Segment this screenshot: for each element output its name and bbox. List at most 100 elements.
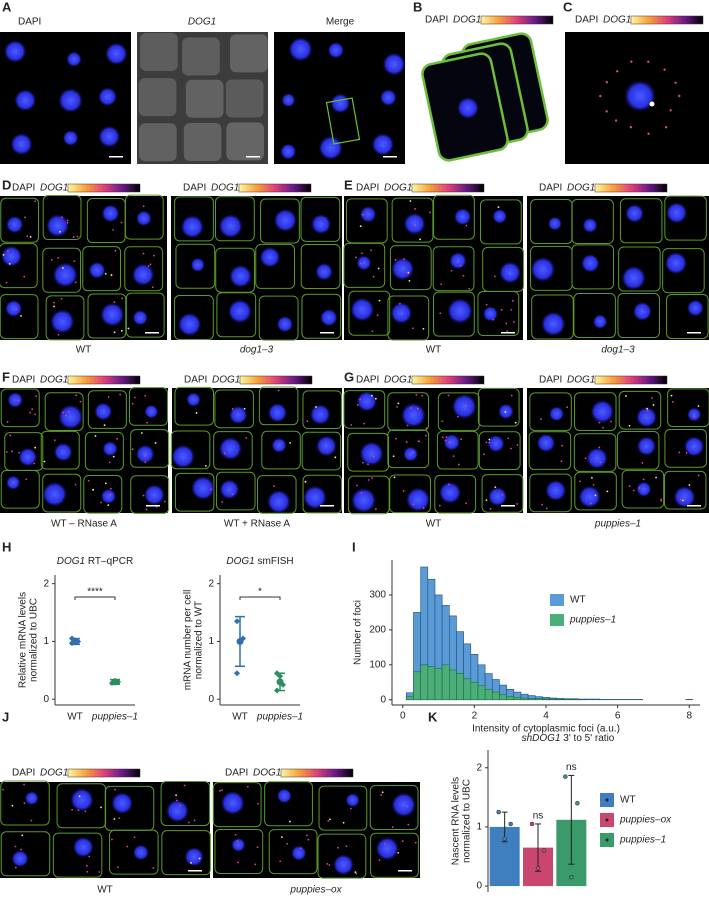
y-tick-label: 1 [43,636,49,647]
micrograph [171,196,342,341]
rna-focus [154,442,157,444]
nucleus [686,299,704,317]
rna-focus [131,402,134,405]
rna-focus [359,225,362,228]
rna-focus [505,322,508,325]
rna-focus [5,281,8,284]
histogram-bar [456,673,464,701]
rna-focus [610,420,612,423]
cell-outline [160,780,211,826]
y-tick-label: 2 [43,578,49,589]
legend-dot [605,798,609,802]
nucleus [673,485,696,509]
rna-focus [84,810,87,813]
rna-focus [327,820,330,822]
rna-focus [361,252,363,255]
caption: WT + RNase A [224,519,291,530]
rna-focus [411,327,414,330]
channel-label: DOG1 [40,375,68,386]
rna-focus [594,494,597,497]
colorbar [594,375,668,385]
mean-point [71,637,79,645]
x-tick-label: 4 [543,711,549,722]
rna-focus [592,483,595,486]
rna-focus [578,480,581,483]
cell-outline [215,196,255,242]
panel-letter: E [344,177,353,192]
rna-focus [492,318,495,321]
rna-focus [146,421,148,424]
rna-focus [74,483,77,486]
cell [138,78,177,117]
rna-focus [394,258,397,261]
rna-focus [516,503,519,505]
rna-focus [145,508,148,511]
cell [229,34,268,73]
channel-label: DAPI [425,15,448,26]
rna-focus [221,789,223,792]
nucleus [100,302,125,327]
cell-outline [618,390,662,430]
nucleus [273,208,298,233]
rna-focus [127,327,130,330]
nucleus [590,399,615,424]
rna-focus [142,494,145,497]
rna-focus [104,272,107,275]
rna-focus [9,434,12,437]
nucleus [94,402,113,421]
nucleus [102,441,118,457]
y-tick-label: 200 [369,625,386,636]
rna-focus [566,406,569,409]
rna-focus [409,200,412,202]
cell-outline [214,829,264,875]
scale-bar [246,156,260,158]
rna-focus [107,396,110,398]
rna-focus [187,821,190,824]
cell-outline [347,432,390,472]
rna-focus [329,818,331,821]
micrograph [137,32,268,164]
nucleus [487,486,508,507]
rna-focus [26,235,29,238]
nucleus [143,484,165,506]
legend-label: puppies–1 [569,615,616,626]
rna-focus [678,94,681,98]
histogram-bar [470,681,479,701]
rna-focus [412,451,415,454]
rna-focus [452,455,455,458]
nucleus [403,212,426,235]
rna-focus [507,437,510,440]
colorbar [239,375,313,385]
rna-focus [359,398,361,401]
rna-focus [422,507,425,509]
rna-focus [133,836,136,839]
rna-focus [114,249,117,252]
rna-focus [231,493,234,496]
rna-focus [371,477,373,480]
rna-focus [401,840,404,842]
rna-focus [485,441,488,444]
channel-label: DAPI [575,15,598,26]
nucleus [350,297,375,322]
y-axis-label: normalized to UBC [29,598,40,682]
legend-swatch [550,614,564,626]
significance: * [258,587,262,598]
cell-outline [433,194,475,240]
rna-focus [510,394,513,397]
rna-focus [289,441,292,444]
y-tick-label: 2 [476,762,482,773]
rna-focus [11,804,14,807]
rna-focus [397,402,400,405]
rna-focus [460,438,463,441]
nucleus [536,433,556,453]
rna-focus [414,224,417,226]
cell-outline [260,198,300,244]
rna-focus [377,267,380,270]
rna-focus [457,463,460,466]
cell-outline [616,430,660,470]
rna-focus [100,806,102,809]
y-tick-label: 1 [208,636,214,647]
channel-label: DAPI [225,768,248,779]
nucleus [280,143,297,160]
rna-focus [614,119,618,122]
